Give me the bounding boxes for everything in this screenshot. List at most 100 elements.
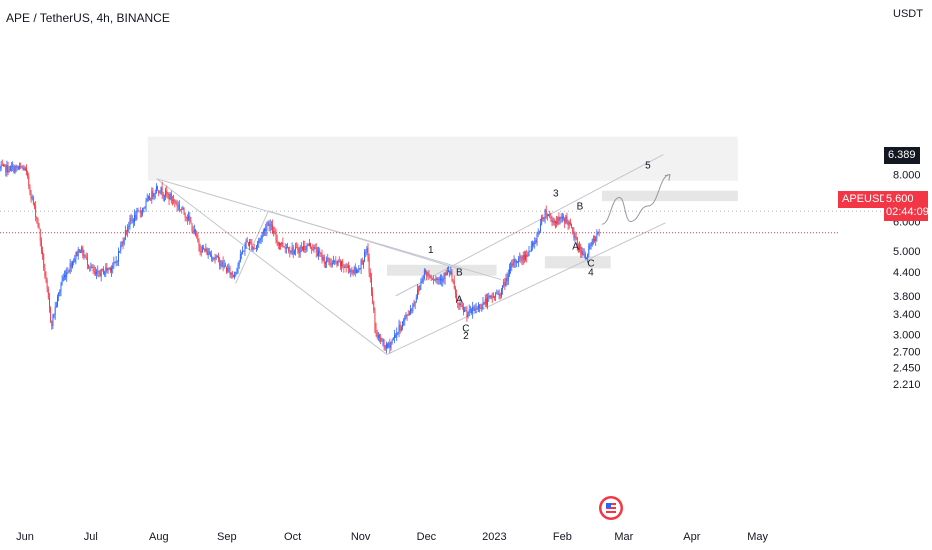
candle-body [293,250,295,254]
candle-body [515,261,517,263]
symbol-price-tag: APEUSDT [838,191,898,208]
candle-body [86,257,88,266]
candle-body [381,340,383,342]
candle-body [509,268,510,274]
candle-body [536,234,538,243]
candles [0,159,600,354]
candle-body [167,193,169,195]
candle-body [280,243,282,246]
candle-body [81,247,83,253]
candle-body [203,247,204,250]
candle-body [365,252,367,254]
candle-body [498,294,500,296]
candle-body [288,247,290,252]
candle-body [511,263,513,267]
candle-body [276,239,278,243]
candle-body [67,272,69,273]
candle-body [224,264,226,267]
candle-body [73,261,75,263]
candle-body [231,272,233,276]
candle-body [534,240,536,245]
candle-body [47,288,49,298]
candle-body [548,214,549,216]
candle-body [38,225,40,230]
candle-body [96,271,98,275]
candle-body [406,315,408,316]
candle-body [139,211,141,214]
candle-body [323,256,325,264]
candle-body [55,305,57,308]
wave-label: 2 [463,331,469,342]
candle-body [490,296,492,298]
candle-body [135,214,137,220]
candle-body [405,315,407,318]
candle-body [308,242,310,247]
candle-body [132,219,134,223]
candle-body [300,246,302,249]
candle-body [532,243,533,246]
candle-body [83,255,85,257]
time-tick-label: Mar [614,531,633,543]
candle-body [411,309,413,311]
candle-body [211,254,213,260]
candle-body [296,247,298,249]
candle-body [550,216,552,219]
candle-body [465,309,467,311]
candle-body [295,247,296,251]
candle-body [545,209,547,215]
candle-body [199,245,201,251]
candle-body [281,242,283,246]
candle-body [357,269,359,273]
candle-body [52,314,54,326]
candle-body [289,251,291,253]
candle-body [241,254,242,255]
candle-body [541,217,543,225]
candle-body [440,278,441,281]
candle-body [441,278,443,282]
candle-body [433,279,434,281]
trend-line [156,178,388,355]
candle-body [372,292,374,302]
candle-body [345,267,347,269]
candle-body [575,236,577,238]
candle-body [176,204,178,207]
candle-body [97,270,99,272]
candle-body [339,261,341,267]
candle-body [150,199,152,201]
candle-body [159,192,161,194]
candle-body [134,214,135,223]
candle-body [404,317,406,321]
candle-body [350,270,352,273]
candle-body [488,296,490,298]
candle-body [552,220,554,223]
candle-body [62,277,64,281]
candle-body [157,186,158,191]
price-tick-label: 3.800 [893,291,921,303]
last-price-value: 5.600 [886,193,914,205]
candle-body [115,261,117,263]
candle-body [137,210,139,212]
candle-body [61,280,63,286]
time-tick-label: Jun [16,531,34,543]
candle-body [437,278,439,280]
candle-body [590,245,592,246]
candle-body [466,310,468,318]
candle-body [72,261,73,268]
candle-body [542,217,544,219]
candle-body [109,267,111,272]
candle-body [566,216,568,221]
candle-body [544,209,546,218]
candle-body [361,259,363,265]
candle-body [264,228,265,231]
candle-body [362,261,364,265]
candle-body [384,345,386,349]
candle-body [588,245,590,255]
candle-body [121,242,123,246]
time-tick-label: Dec [417,531,437,543]
candle-body [335,261,337,262]
candle-body [212,258,214,260]
candle-body [130,218,132,221]
